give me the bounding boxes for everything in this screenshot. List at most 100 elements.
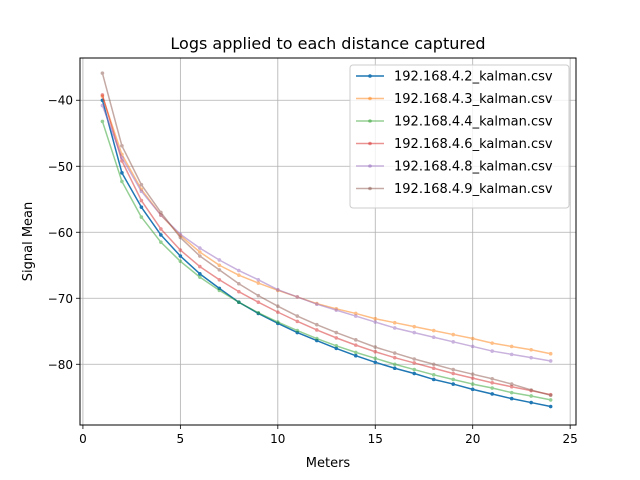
legend-label: 192.168.4.8_kalman.csv: [394, 160, 553, 175]
data-point: [451, 382, 456, 386]
data-point: [120, 179, 124, 184]
series-line: [101, 121, 551, 401]
legend-entry: 192.168.4.8_kalman.csv: [356, 160, 553, 175]
series-5: [100, 103, 553, 363]
data-point: [431, 335, 436, 340]
data-point: [100, 93, 105, 97]
data-point: [548, 398, 553, 402]
legend-entry: 192.168.4.9_kalman.csv: [356, 182, 553, 197]
data-point: [470, 372, 475, 376]
data-point: [334, 336, 339, 340]
data-point: [120, 143, 124, 148]
data-point: [392, 355, 397, 360]
data-point: [373, 345, 378, 349]
data-point: [198, 254, 202, 258]
plot-frame: [79, 57, 577, 426]
data-point: [334, 346, 339, 351]
data-point: [490, 380, 494, 385]
data-point: [412, 357, 417, 361]
y-axis-label: Signal Mean: [21, 202, 36, 282]
data-point: [295, 314, 300, 318]
data-point: [470, 344, 475, 349]
data-point: [529, 388, 533, 392]
legend-marker: [368, 96, 372, 101]
data-point: [529, 400, 533, 405]
data-point: [217, 258, 222, 262]
data-point: [100, 71, 105, 75]
legend-marker: [368, 186, 372, 191]
data-point: [412, 324, 417, 329]
data-point: [100, 119, 105, 124]
data-point: [548, 393, 553, 398]
data-point: [548, 359, 553, 363]
data-point: [373, 360, 378, 365]
data-point: [314, 328, 319, 332]
data-point: [139, 205, 144, 209]
y-tick-label: −50: [48, 160, 73, 174]
data-point: [178, 235, 183, 240]
data-point: [256, 300, 261, 305]
data-point: [217, 268, 222, 272]
data-point: [470, 376, 475, 380]
data-point: [548, 404, 553, 409]
data-point: [314, 302, 319, 307]
data-point: [353, 343, 358, 347]
data-point: [159, 210, 163, 215]
data-point: [353, 314, 358, 318]
data-point: [490, 392, 494, 396]
legend-marker: [368, 141, 372, 146]
data-point: [353, 338, 358, 342]
data-point: [412, 367, 417, 372]
data-point: [237, 268, 241, 273]
data-point: [237, 281, 241, 286]
data-point: [509, 352, 514, 357]
data-point: [120, 171, 124, 175]
data-point: [451, 371, 456, 376]
data-point: [412, 330, 417, 335]
data-point: [256, 293, 261, 298]
legend-entry: 192.168.4.2_kalman.csv: [356, 70, 553, 85]
data-point: [509, 396, 514, 401]
data-point: [373, 320, 378, 324]
data-point: [334, 343, 339, 348]
data-point: [451, 340, 456, 344]
x-axis-label: Meters: [306, 456, 351, 471]
data-point: [178, 254, 183, 258]
data-point: [159, 227, 163, 231]
data-point: [159, 240, 163, 244]
data-point: [509, 382, 514, 386]
data-point: [529, 347, 533, 352]
data-point: [276, 287, 280, 292]
data-point: [412, 371, 417, 376]
data-point: [139, 189, 144, 194]
data-point: [276, 320, 280, 324]
data-point: [198, 264, 202, 269]
data-point: [295, 328, 300, 333]
data-point: [178, 259, 183, 264]
data-point: [548, 351, 553, 356]
data-point: [178, 232, 183, 237]
data-point: [237, 273, 241, 277]
legend-marker: [368, 164, 372, 168]
data-point: [314, 322, 319, 327]
x-tick-label: 20: [465, 432, 480, 446]
chart-title: Logs applied to each distance captured: [170, 34, 485, 53]
data-point: [509, 344, 514, 349]
data-point: [392, 366, 397, 371]
x-axis-ticks: 0 5 10 15 20 25: [79, 425, 578, 446]
series-line: [101, 72, 551, 397]
series-layer: [100, 71, 553, 409]
data-point: [198, 246, 202, 250]
data-point: [217, 263, 222, 268]
data-point: [392, 326, 397, 330]
data-point: [256, 281, 261, 285]
legend-label: 192.168.4.6_kalman.csv: [394, 137, 553, 152]
data-point: [431, 377, 436, 382]
data-point: [353, 350, 358, 355]
data-point: [373, 316, 378, 321]
x-tick-label: 15: [368, 432, 383, 446]
series-line: [101, 100, 551, 408]
data-point: [373, 356, 378, 361]
data-point: [451, 332, 456, 337]
